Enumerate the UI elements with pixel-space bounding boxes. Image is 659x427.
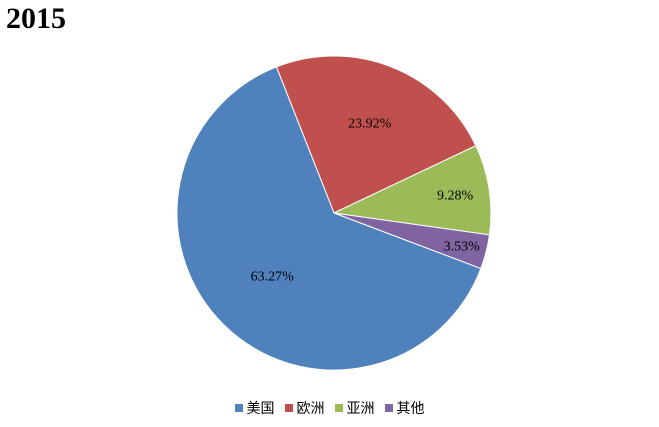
pie-slice-usa [176,66,482,371]
legend-label-usa: 美国 [246,401,275,417]
slice-label-europe: 23.92% [348,116,392,131]
pie-slice-asia [332,145,492,236]
legend-label-asia: 亚洲 [346,401,375,417]
pie-slice-europe [275,55,477,214]
legend-swatch-other [384,404,393,412]
legend-swatch-asia [334,404,343,412]
legend-label-other: 其他 [396,401,425,417]
legend: 美国 欧洲 亚洲 其他 [0,398,659,418]
slice-label-other: 3.53% [444,240,481,255]
legend-item-usa: 美国 [234,398,275,418]
chart-title: 2015 [6,2,66,35]
legend-item-asia: 亚洲 [334,398,375,418]
slice-label-usa: 63.27% [251,270,295,285]
legend-swatch-usa [234,404,243,412]
legend-item-europe: 欧洲 [284,398,325,418]
legend-label-europe: 欧洲 [296,401,325,417]
legend-swatch-europe [284,404,293,412]
slice-label-asia: 9.28% [437,189,474,204]
legend-item-other: 其他 [384,398,425,418]
